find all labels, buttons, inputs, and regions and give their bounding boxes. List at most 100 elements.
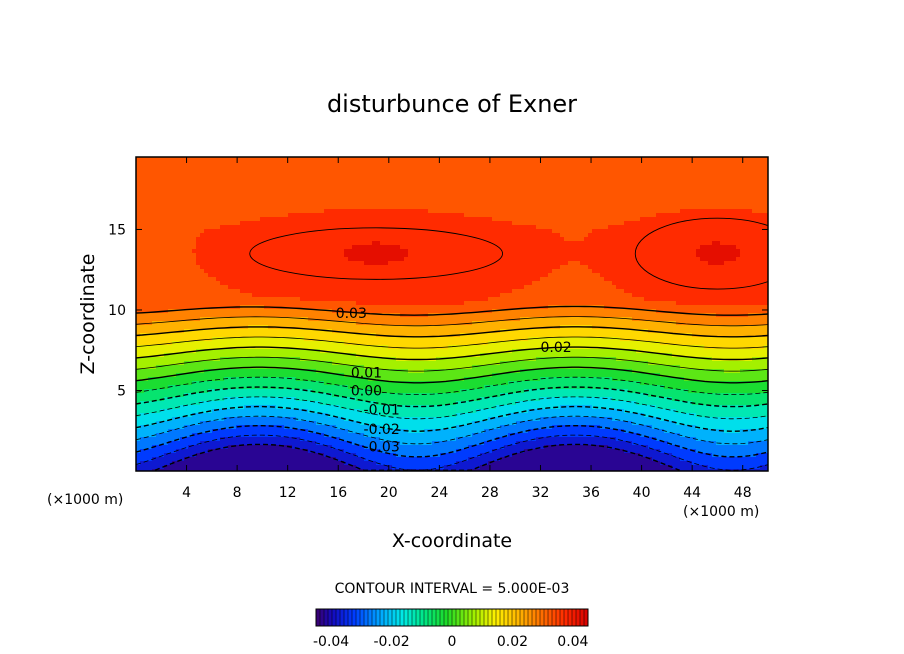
contour-fill-cell: [284, 169, 289, 174]
contour-fill-cell: [480, 261, 485, 266]
contour-fill-cell: [356, 177, 361, 182]
contour-fill-cell: [252, 201, 257, 206]
contour-fill-cell: [676, 157, 681, 162]
contour-fill-cell: [176, 241, 181, 246]
contour-fill-cell: [328, 189, 333, 194]
contour-fill-cell: [604, 277, 609, 282]
contour-fill-cell: [444, 213, 449, 218]
contour-fill-cell: [460, 257, 465, 262]
contour-fill-cell: [696, 181, 701, 186]
contour-fill-cell: [168, 189, 173, 194]
contour-fill-cell: [672, 201, 677, 206]
contour-fill-cell: [668, 225, 673, 230]
contour-fill-cell: [648, 225, 653, 230]
contour-fill-cell: [292, 197, 297, 202]
contour-fill-cell: [612, 197, 617, 202]
contour-fill-cell: [352, 181, 357, 186]
contour-fill-cell: [388, 269, 393, 274]
contour-fill-cell: [252, 189, 257, 194]
contour-fill-cell: [136, 197, 141, 202]
contour-fill-cell: [280, 257, 285, 262]
contour-fill-cell: [536, 181, 541, 186]
contour-fill-cell: [392, 273, 397, 278]
contour-fill-cell: [304, 169, 309, 174]
contour-fill-cell: [376, 209, 381, 214]
contour-fill-cell: [344, 261, 349, 266]
contour-fill-cell: [468, 277, 473, 282]
contour-fill-cell: [392, 281, 397, 286]
contour-fill-cell: [540, 241, 545, 246]
contour-fill-cell: [172, 157, 177, 162]
contour-fill-cell: [588, 229, 593, 234]
contour-fill-cell: [756, 161, 761, 166]
contour-fill-cell: [212, 237, 217, 242]
contour-fill-cell: [328, 205, 333, 210]
contour-fill-cell: [540, 201, 545, 206]
contour-fill-cell: [252, 269, 257, 274]
contour-fill-cell: [172, 213, 177, 218]
contour-fill-cell: [764, 241, 768, 246]
contour-fill-cell: [560, 181, 565, 186]
contour-fill-cell: [688, 185, 693, 190]
contour-fill-cell: [296, 237, 301, 242]
contour-fill-cell: [580, 261, 585, 266]
contour-fill-cell: [680, 229, 685, 234]
contour-fill-cell: [624, 237, 629, 242]
contour-fill-cell: [372, 269, 377, 274]
contour-fill-cell: [312, 233, 317, 238]
contour-fill-cell: [332, 173, 337, 178]
contour-fill-cell: [592, 277, 597, 282]
contour-fill-cell: [600, 169, 605, 174]
contour-fill-cell: [348, 241, 353, 246]
contour-fill-cell: [276, 265, 281, 270]
contour-fill-cell: [508, 241, 513, 246]
contour-fill-cell: [608, 261, 613, 266]
contour-fill-cell: [744, 169, 749, 174]
contour-fill-cell: [344, 181, 349, 186]
contour-fill-cell: [756, 209, 761, 214]
contour-fill-cell: [444, 241, 449, 246]
contour-fill-cell: [548, 197, 553, 202]
contour-fill-cell: [688, 157, 693, 162]
contour-fill-cell: [192, 209, 197, 214]
contour-fill-cell: [456, 197, 461, 202]
contour-fill-cell: [580, 241, 585, 246]
contour-fill-cell: [684, 213, 689, 218]
contour-fill-cell: [612, 273, 617, 278]
contour-fill-cell: [624, 277, 629, 282]
contour-fill-cell: [528, 237, 533, 242]
contour-fill-cell: [400, 161, 405, 166]
contour-fill-cell: [152, 213, 157, 218]
contour-fill-cell: [580, 185, 585, 190]
contour-fill-cell: [316, 249, 321, 254]
contour-fill-cell: [296, 177, 301, 182]
contour-fill-cell: [572, 165, 577, 170]
contour-fill-cell: [416, 177, 421, 182]
contour-fill-cell: [200, 197, 205, 202]
contour-fill-cell: [460, 241, 465, 246]
contour-fill-cell: [208, 157, 213, 162]
contour-fill-cell: [488, 257, 493, 262]
contour-fill-cell: [252, 217, 257, 222]
contour-fill-cell: [544, 189, 549, 194]
contour-fill-cell: [332, 269, 337, 274]
contour-fill-cell: [692, 177, 697, 182]
contour-fill-cell: [284, 241, 289, 246]
contour-fill-cell: [504, 209, 509, 214]
contour-fill-cell: [420, 261, 425, 266]
contour-fill-cell: [700, 161, 705, 166]
contour-fill-cell: [212, 157, 217, 162]
contour-fill-cell: [396, 281, 401, 286]
contour-fill-cell: [172, 205, 177, 210]
contour-fill-cell: [520, 185, 525, 190]
contour-fill-cell: [528, 205, 533, 210]
contour-fill-cell: [288, 265, 293, 270]
contour-fill-cell: [524, 225, 529, 230]
contour-fill-cell: [760, 237, 765, 242]
contour-fill-cell: [364, 221, 369, 226]
contour-fill-cell: [284, 273, 289, 278]
contour-fill-cell: [248, 281, 253, 286]
contour-fill-cell: [180, 161, 185, 166]
contour-fill-cell: [584, 189, 589, 194]
contour-fill-cell: [444, 221, 449, 226]
